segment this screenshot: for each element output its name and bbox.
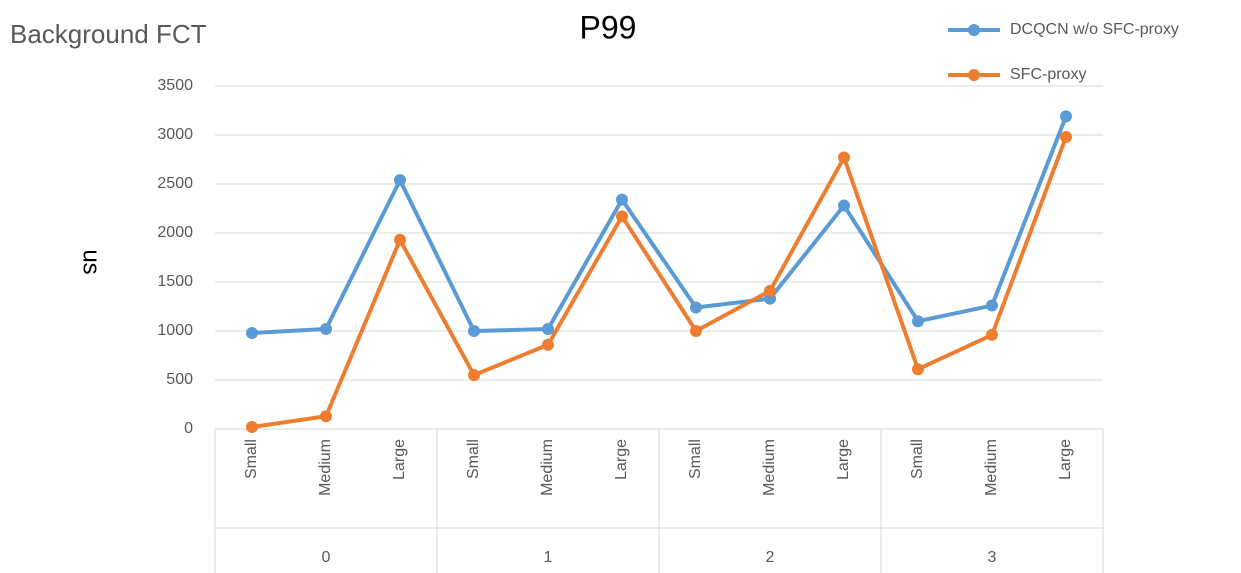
- x-tick-label: Large: [835, 439, 852, 480]
- y-tick-label: 2000: [157, 224, 193, 241]
- x-tick-label: Medium: [539, 439, 556, 496]
- point: [690, 325, 702, 337]
- series-line: [251, 136, 1068, 430]
- group-label: 1: [544, 549, 553, 566]
- point: [468, 325, 480, 337]
- point: [764, 284, 776, 297]
- point: [468, 369, 480, 382]
- point: [1060, 130, 1072, 143]
- x-tick-label: Large: [391, 439, 408, 480]
- subtitle: Background FCT: [10, 19, 207, 49]
- x-tick-label: Small: [687, 439, 704, 479]
- point: [912, 315, 924, 328]
- group-label: 0: [322, 549, 331, 566]
- y-tick-label: 1500: [157, 273, 193, 290]
- point: [838, 199, 850, 212]
- chart-title: P99: [580, 9, 637, 45]
- point: [616, 193, 628, 206]
- point: [246, 326, 258, 339]
- group-label: 3: [988, 549, 997, 566]
- point: [838, 151, 850, 164]
- y-tick-label: 2500: [157, 175, 193, 192]
- y-tick-label: 3000: [157, 126, 193, 143]
- x-tick-label: Medium: [983, 439, 1000, 496]
- group-label: 2: [766, 549, 775, 566]
- series-line: [251, 115, 1068, 335]
- point: [246, 421, 258, 434]
- point: [542, 338, 554, 351]
- x-tick-label: Small: [243, 439, 260, 479]
- point: [320, 323, 332, 336]
- legend-label: SFC-proxy: [1010, 66, 1086, 83]
- point: [986, 328, 998, 341]
- y-tick-label: 1000: [157, 322, 193, 339]
- point: [394, 233, 406, 246]
- x-tick-label: Small: [465, 439, 482, 479]
- point: [1060, 110, 1072, 123]
- x-tick-label: Small: [909, 439, 926, 479]
- x-tick-label: Large: [613, 439, 630, 480]
- point: [912, 363, 924, 376]
- y-tick-label: 0: [184, 420, 193, 437]
- legend-marker: [968, 69, 980, 81]
- x-tick-label: Medium: [317, 439, 334, 496]
- point: [320, 410, 332, 423]
- y-axis-label: us: [78, 249, 105, 274]
- legend-marker: [968, 24, 980, 36]
- point: [394, 174, 406, 187]
- x-tick-label: Large: [1057, 439, 1074, 480]
- x-tick-label: Medium: [761, 439, 778, 496]
- point: [986, 299, 998, 312]
- legend-label: DCQCN w/o SFC-proxy: [1010, 21, 1179, 38]
- y-tick-label: 500: [166, 371, 193, 388]
- point: [690, 301, 702, 314]
- point: [542, 323, 554, 336]
- y-tick-label: 3500: [157, 77, 193, 94]
- point: [616, 210, 628, 223]
